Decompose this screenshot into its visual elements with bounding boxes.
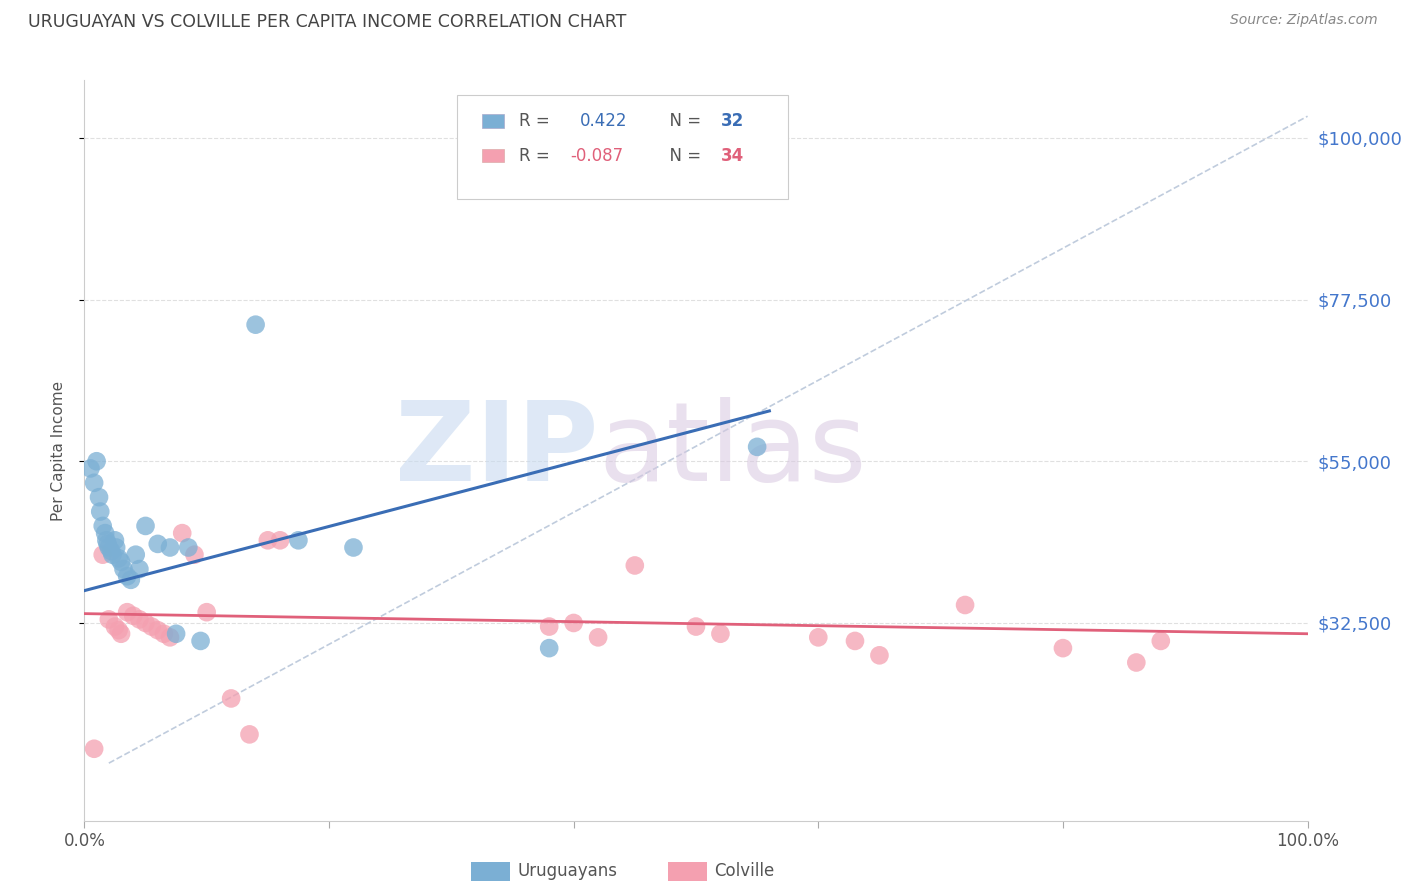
Point — [538, 619, 561, 633]
Point — [125, 548, 148, 562]
Point — [1125, 656, 1147, 670]
Point — [91, 519, 114, 533]
Point — [104, 533, 127, 548]
Point — [128, 562, 150, 576]
Point — [94, 526, 117, 541]
Point — [159, 631, 181, 645]
Point — [146, 537, 169, 551]
Point — [685, 619, 707, 633]
Point — [238, 727, 260, 741]
Point — [96, 533, 118, 548]
Point — [183, 548, 205, 562]
Text: R =: R = — [519, 147, 554, 165]
Point — [101, 548, 124, 562]
Point — [112, 562, 135, 576]
Point — [128, 612, 150, 626]
Text: atlas: atlas — [598, 397, 866, 504]
Point — [869, 648, 891, 663]
FancyBboxPatch shape — [457, 95, 787, 199]
Point — [104, 619, 127, 633]
Point — [100, 544, 122, 558]
Text: Uruguayans: Uruguayans — [517, 863, 617, 880]
Text: ZIP: ZIP — [395, 397, 598, 504]
Point — [135, 615, 157, 630]
Point — [1150, 634, 1173, 648]
Point — [79, 461, 101, 475]
Point — [195, 605, 218, 619]
Point — [172, 526, 194, 541]
Text: Source: ZipAtlas.com: Source: ZipAtlas.com — [1230, 13, 1378, 28]
Text: N =: N = — [659, 147, 707, 165]
Point — [97, 612, 120, 626]
Point — [177, 541, 200, 555]
Point — [122, 608, 145, 623]
Point — [83, 475, 105, 490]
Point — [135, 519, 157, 533]
Point — [97, 541, 120, 555]
Point — [953, 598, 976, 612]
Point — [107, 551, 129, 566]
Text: 34: 34 — [720, 147, 744, 165]
Point — [257, 533, 280, 548]
FancyBboxPatch shape — [482, 149, 503, 162]
Point — [105, 541, 128, 555]
Point — [844, 634, 866, 648]
Text: Colville: Colville — [714, 863, 775, 880]
Point — [91, 548, 114, 562]
Point — [115, 605, 138, 619]
Point — [83, 741, 105, 756]
Point — [709, 626, 731, 640]
Point — [269, 533, 291, 548]
Point — [120, 573, 142, 587]
Text: R =: R = — [519, 112, 560, 130]
Point — [219, 691, 242, 706]
Point — [146, 623, 169, 637]
Point — [747, 440, 769, 454]
FancyBboxPatch shape — [482, 114, 503, 128]
Point — [165, 626, 187, 640]
Point — [107, 623, 129, 637]
Point — [624, 558, 647, 573]
Point — [97, 537, 120, 551]
Point — [562, 615, 585, 630]
Point — [159, 541, 181, 555]
Point — [807, 631, 830, 645]
Point — [287, 533, 309, 548]
Point — [1052, 641, 1074, 656]
Text: -0.087: -0.087 — [569, 147, 623, 165]
Point — [110, 555, 132, 569]
Point — [538, 641, 561, 656]
Point — [190, 634, 212, 648]
Point — [89, 504, 111, 518]
Text: URUGUAYAN VS COLVILLE PER CAPITA INCOME CORRELATION CHART: URUGUAYAN VS COLVILLE PER CAPITA INCOME … — [28, 13, 627, 31]
Point — [110, 626, 132, 640]
Text: 0.422: 0.422 — [579, 112, 627, 130]
Point — [245, 318, 267, 332]
Point — [115, 569, 138, 583]
Point — [86, 454, 108, 468]
Text: N =: N = — [659, 112, 707, 130]
Y-axis label: Per Capita Income: Per Capita Income — [51, 380, 66, 521]
Point — [342, 541, 364, 555]
Text: 32: 32 — [720, 112, 744, 130]
Point — [87, 490, 110, 504]
Point — [586, 631, 609, 645]
Point — [153, 626, 176, 640]
Point — [141, 619, 163, 633]
